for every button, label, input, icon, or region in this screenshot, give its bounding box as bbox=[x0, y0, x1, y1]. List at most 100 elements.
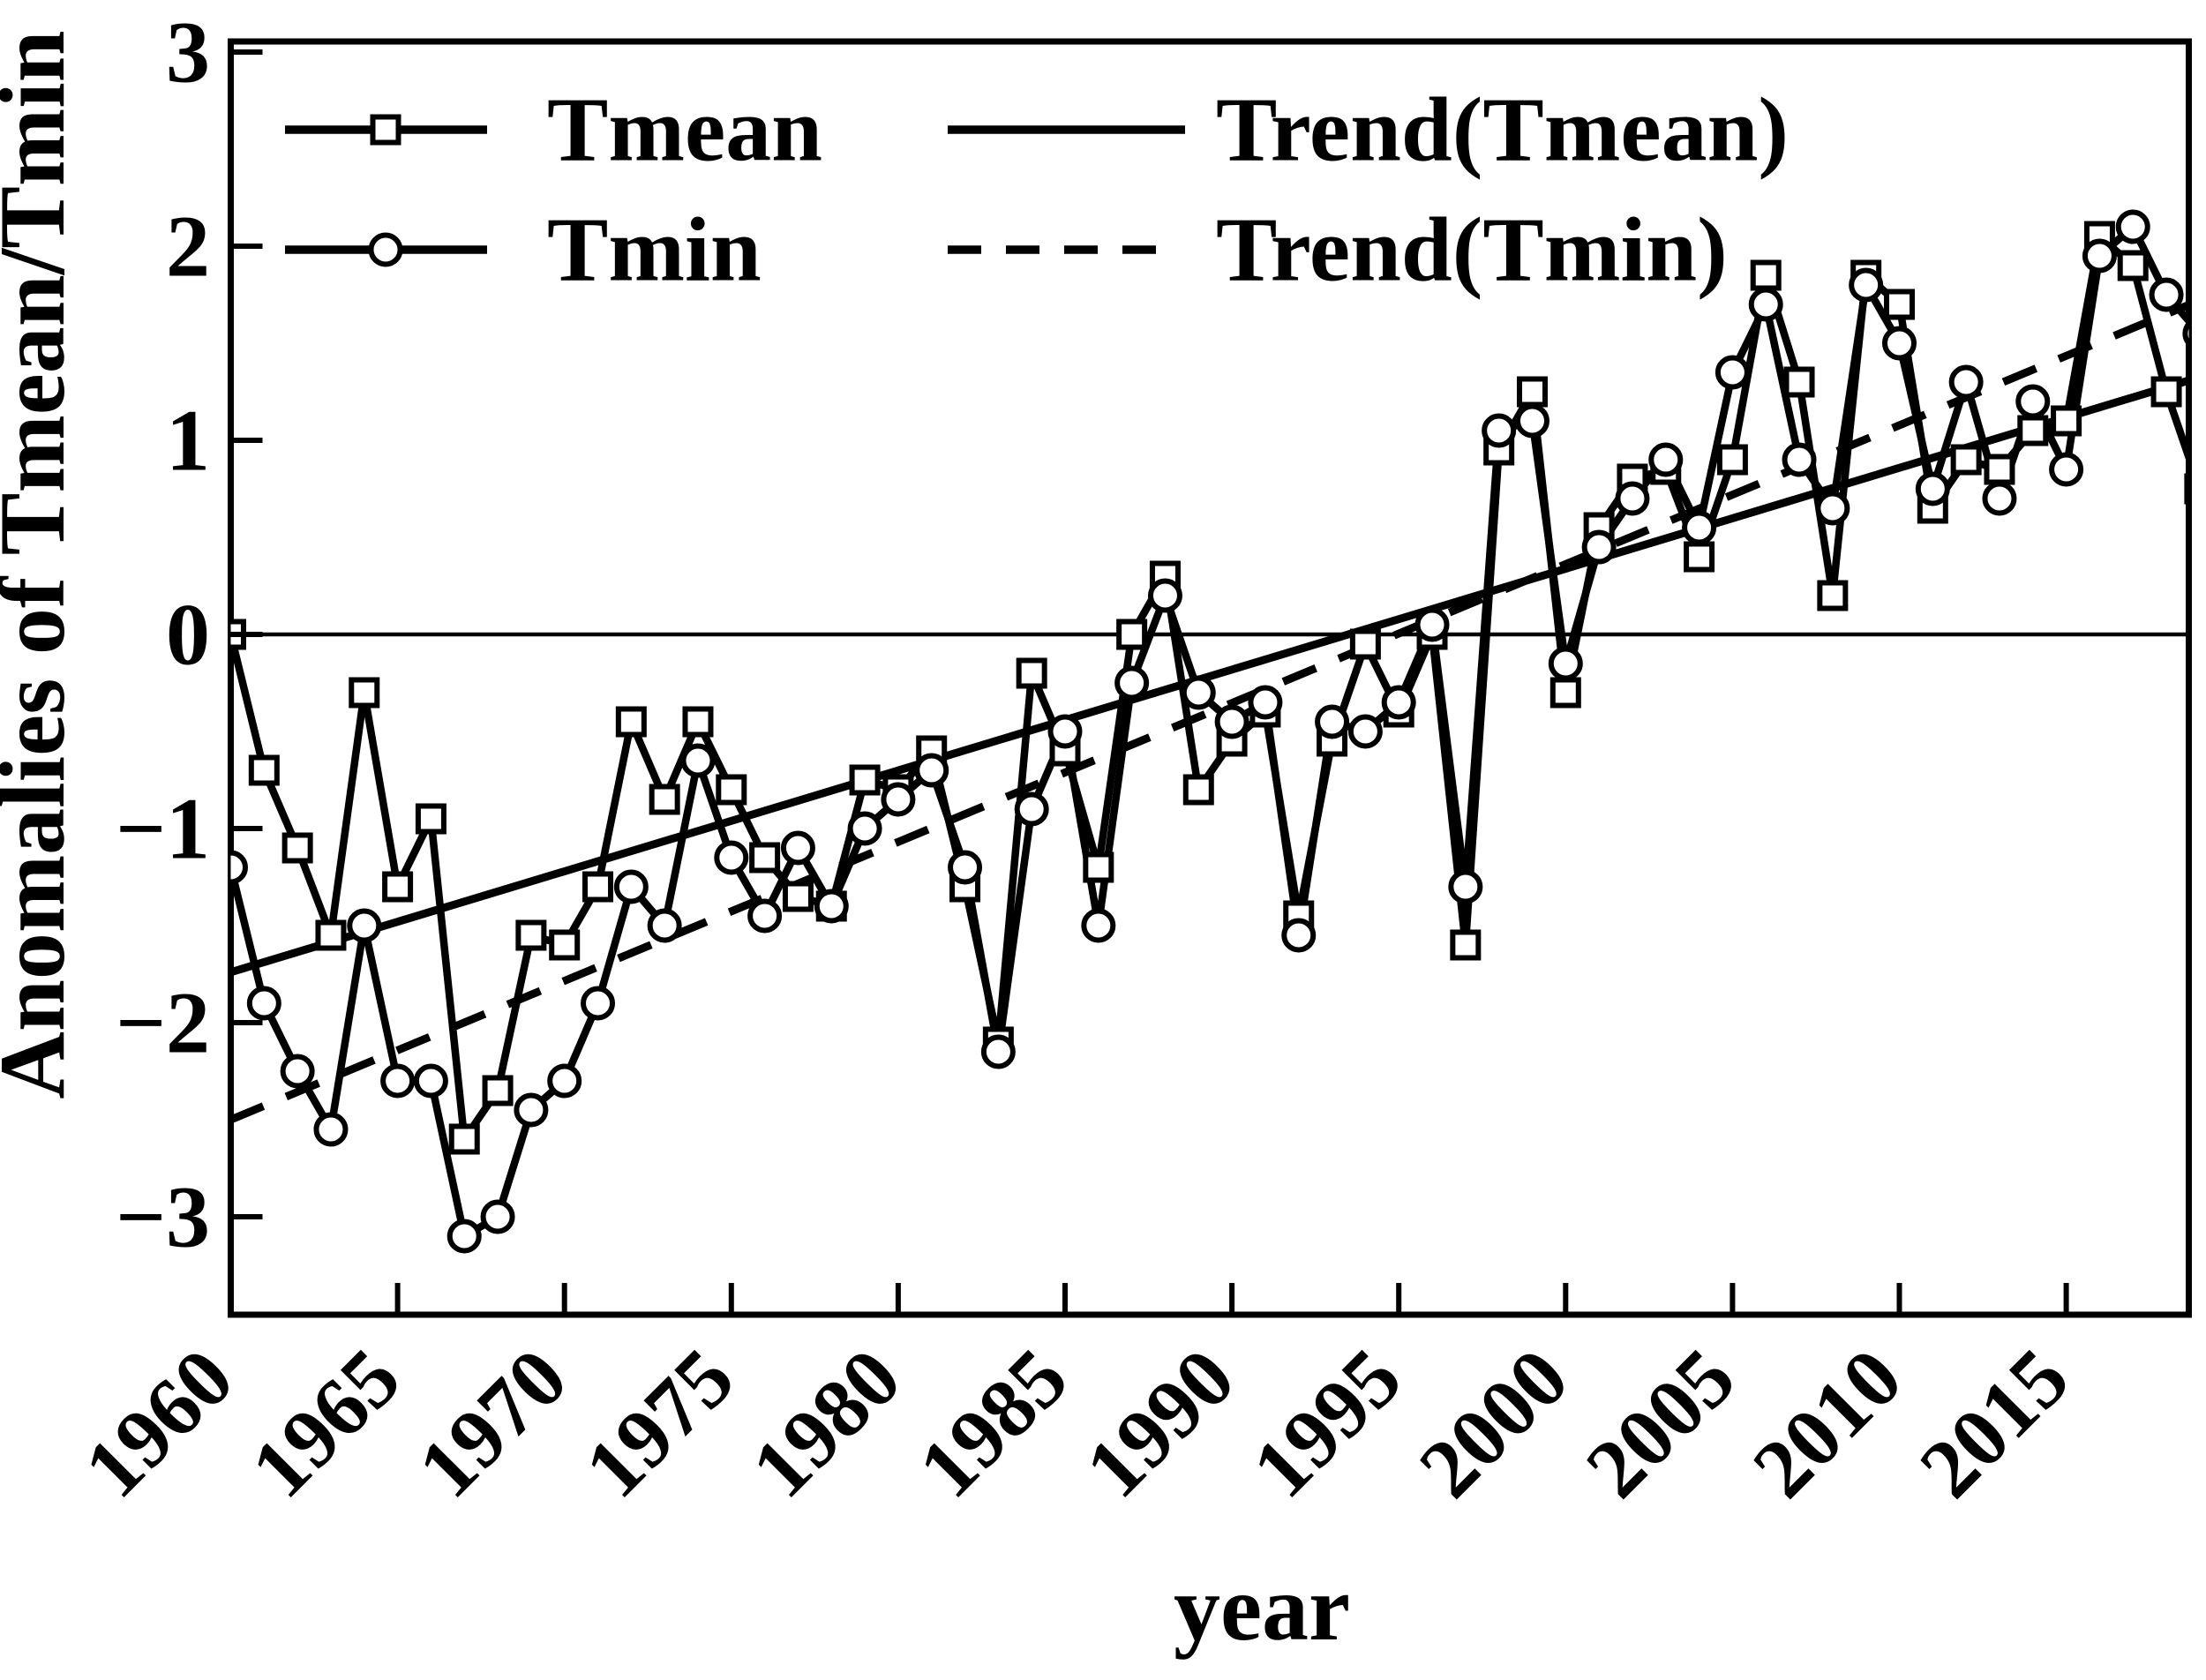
tmin-marker bbox=[1548, 646, 1583, 681]
x-tick-label: 1960 bbox=[66, 1331, 251, 1515]
y-tick-label: −1 bbox=[116, 780, 210, 878]
tmin-marker bbox=[1482, 413, 1517, 448]
legend-circle-marker bbox=[368, 232, 403, 267]
x-tick-label: 1995 bbox=[1234, 1331, 1419, 1515]
x-axis-title: year bbox=[1174, 1556, 1350, 1660]
tmin-marker bbox=[1448, 869, 1483, 904]
tmin-marker bbox=[246, 986, 281, 1021]
tmean-marker bbox=[248, 754, 280, 786]
tmin-marker bbox=[1748, 287, 1783, 322]
tmin-marker bbox=[446, 1219, 482, 1254]
tmin-marker bbox=[1214, 704, 1249, 739]
tmean-marker bbox=[2184, 473, 2189, 505]
tmean-marker bbox=[582, 871, 614, 903]
legend-label-trendtmin: Trend(Tmin) bbox=[1216, 199, 1728, 301]
tmin-marker bbox=[2082, 238, 2117, 274]
tmean-marker bbox=[281, 832, 313, 864]
tmean-marker bbox=[1349, 628, 1381, 660]
tmin-marker bbox=[1114, 665, 1150, 701]
tmin-marker bbox=[780, 830, 815, 866]
tmin-marker bbox=[1281, 918, 1317, 953]
tmin-marker bbox=[380, 1063, 416, 1099]
tmean-marker bbox=[1950, 444, 1982, 476]
tmean-marker bbox=[349, 677, 380, 709]
tmin-marker bbox=[313, 1112, 349, 1147]
tmean-marker bbox=[1884, 289, 1915, 320]
legend-label-tmin: Tmin bbox=[547, 199, 762, 301]
tmean-marker bbox=[2051, 405, 2082, 437]
tmin-marker bbox=[1514, 403, 1549, 439]
x-tick-label: 1980 bbox=[733, 1331, 918, 1515]
tmin-marker bbox=[1615, 481, 1650, 516]
x-tick-label: 1965 bbox=[233, 1331, 417, 1515]
tmin-marker bbox=[948, 850, 983, 885]
tmin-marker bbox=[1915, 471, 1950, 506]
tmin-marker bbox=[2182, 319, 2189, 348]
tmin-marker bbox=[980, 1034, 1016, 1069]
tmin-marker bbox=[1315, 704, 1350, 739]
tmin-marker bbox=[2015, 384, 2051, 419]
x-tick-label: 1990 bbox=[1068, 1331, 1252, 1515]
tmean-marker bbox=[716, 774, 747, 806]
tmin-marker bbox=[1581, 529, 1617, 565]
tmin-marker bbox=[480, 1199, 515, 1234]
tmean-marker bbox=[1817, 580, 1849, 611]
tmin-marker bbox=[1147, 578, 1182, 613]
tmin-marker bbox=[847, 811, 882, 846]
tmin-marker bbox=[914, 753, 949, 788]
tmean-marker bbox=[382, 871, 414, 903]
y-tick-label: 2 bbox=[166, 198, 210, 296]
tmean-marker bbox=[448, 1123, 480, 1155]
tmin-marker bbox=[1948, 364, 1984, 400]
tmean-marker bbox=[2017, 415, 2049, 446]
trend-lines bbox=[230, 300, 2189, 1124]
x-tick-label: 2015 bbox=[1902, 1331, 2086, 1515]
tmean-marker bbox=[1750, 259, 1782, 291]
tmean-marker bbox=[1783, 366, 1815, 398]
tmin-marker bbox=[2115, 209, 2150, 244]
tmin-marker bbox=[2049, 452, 2084, 487]
tmin-marker bbox=[1081, 908, 1116, 943]
x-tick-label: 2005 bbox=[1568, 1331, 1752, 1515]
tmin-marker bbox=[1648, 442, 1684, 477]
tmean-marker bbox=[1549, 677, 1581, 709]
tmin-marker bbox=[1682, 510, 1717, 545]
tmin-marker bbox=[647, 908, 682, 943]
tmin-marker bbox=[280, 1054, 315, 1089]
tmin-marker bbox=[230, 850, 248, 885]
tmin-marker bbox=[1815, 491, 1850, 526]
tmin-marker bbox=[1047, 714, 1083, 749]
tmean-marker bbox=[649, 784, 680, 815]
tmin-marker bbox=[814, 889, 849, 924]
tmin-marker bbox=[1414, 607, 1450, 642]
tmin-marker bbox=[1982, 481, 2017, 516]
tmean-marker bbox=[1016, 657, 1047, 689]
tmin-markers bbox=[230, 209, 2189, 1254]
y-tick-label: −3 bbox=[116, 1168, 210, 1266]
tmean-marker bbox=[749, 842, 781, 874]
tmin-marker bbox=[514, 1092, 549, 1128]
tmean-marker bbox=[1182, 774, 1214, 806]
plot-frame bbox=[228, 38, 2192, 1318]
tmin-marker bbox=[1782, 442, 1817, 477]
tmean-marker bbox=[782, 881, 814, 912]
trend-line-trend-tmin- bbox=[230, 300, 2189, 1124]
tmean-marker bbox=[1984, 454, 2015, 485]
x-tick-label: 1985 bbox=[901, 1331, 1085, 1515]
tmin-marker bbox=[714, 840, 749, 875]
tmin-marker bbox=[347, 908, 382, 943]
x-tick-label: 2000 bbox=[1401, 1331, 1586, 1515]
tmin-marker bbox=[1014, 791, 1049, 827]
legend-label-trendtmean: Trend(Tmean) bbox=[1216, 79, 1789, 181]
y-axis-title: Anomalies of Tmean/Tmin bbox=[0, 30, 84, 1099]
tmean-marker bbox=[1450, 929, 1482, 961]
tmean-marker bbox=[2117, 250, 2149, 281]
tmin-marker bbox=[1882, 326, 1917, 361]
x-tick-label: 1970 bbox=[400, 1331, 584, 1515]
tmin-marker bbox=[881, 782, 916, 817]
tmean-marker bbox=[1116, 619, 1148, 650]
x-tick-label: 1975 bbox=[567, 1331, 751, 1515]
tmin-marker bbox=[1381, 685, 1416, 720]
tmean-marker bbox=[682, 706, 714, 738]
